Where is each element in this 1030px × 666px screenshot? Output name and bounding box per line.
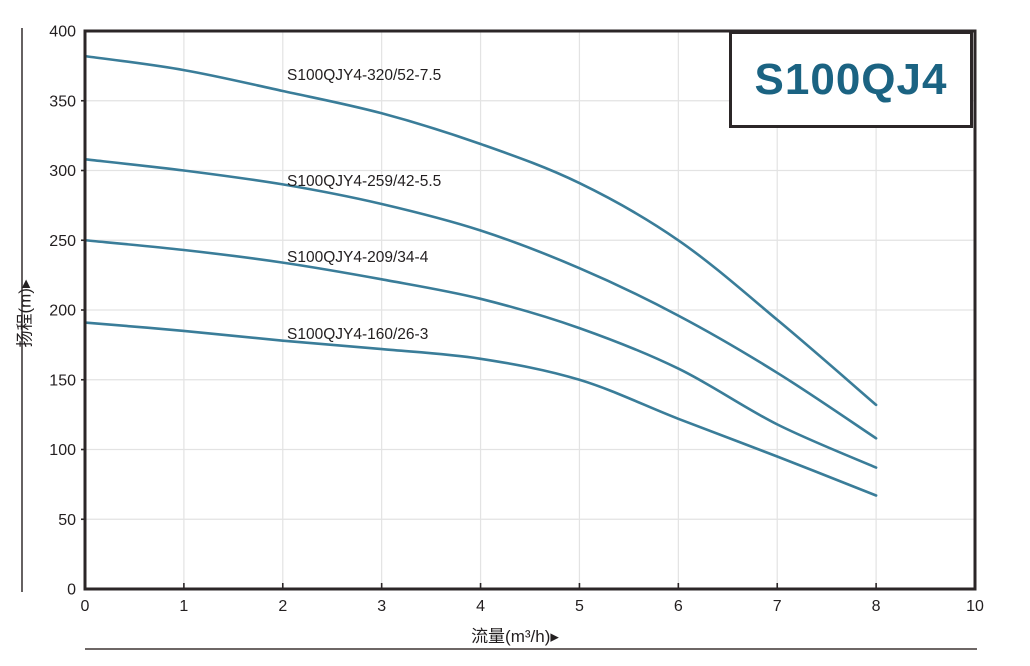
pump-curve: [83, 321, 878, 497]
y-tick-label: 100: [49, 442, 76, 459]
y-tick-label: 350: [49, 93, 76, 110]
x-tick-label: 0: [81, 598, 90, 615]
y-tick-label: 0: [67, 582, 76, 599]
y-tick-label: 300: [49, 163, 76, 180]
x-tick-label: 7: [773, 598, 782, 615]
pump-curve: [83, 158, 878, 440]
pump-curve: [83, 54, 878, 407]
y-tick-label: 250: [49, 233, 76, 250]
pump-curve: [83, 238, 878, 469]
plot-border: [83, 29, 977, 591]
x-tick-label: 8: [872, 598, 881, 615]
y-tick-label: 150: [49, 372, 76, 389]
x-tick-label: 3: [377, 598, 386, 615]
chart-title: S100QJ4: [754, 54, 948, 104]
series-label: S100QJY4-259/42-5.5: [287, 173, 441, 190]
series-label: S100QJY4-209/34-4: [287, 249, 429, 266]
x-tick-label: 5: [575, 598, 584, 615]
series-label: S100QJY4-160/26-3: [287, 326, 428, 343]
y-axis-title: 扬程(m)▸: [15, 279, 35, 348]
y-tick-label: 200: [49, 303, 76, 320]
x-tick-label: 6: [674, 598, 683, 615]
series-label: S100QJY4-320/52-7.5: [287, 67, 441, 84]
x-axis-title: 流量(m³/h)▸: [471, 627, 559, 646]
x-tick-label: 1: [179, 598, 188, 615]
title-box: S100QJ4: [729, 31, 973, 128]
x-tick-label: 2: [278, 598, 287, 615]
y-tick-label: 50: [58, 512, 76, 529]
y-tick-label: 400: [49, 24, 76, 41]
x-tick-label: 4: [476, 598, 485, 615]
x-tick-label: 10: [966, 598, 984, 615]
